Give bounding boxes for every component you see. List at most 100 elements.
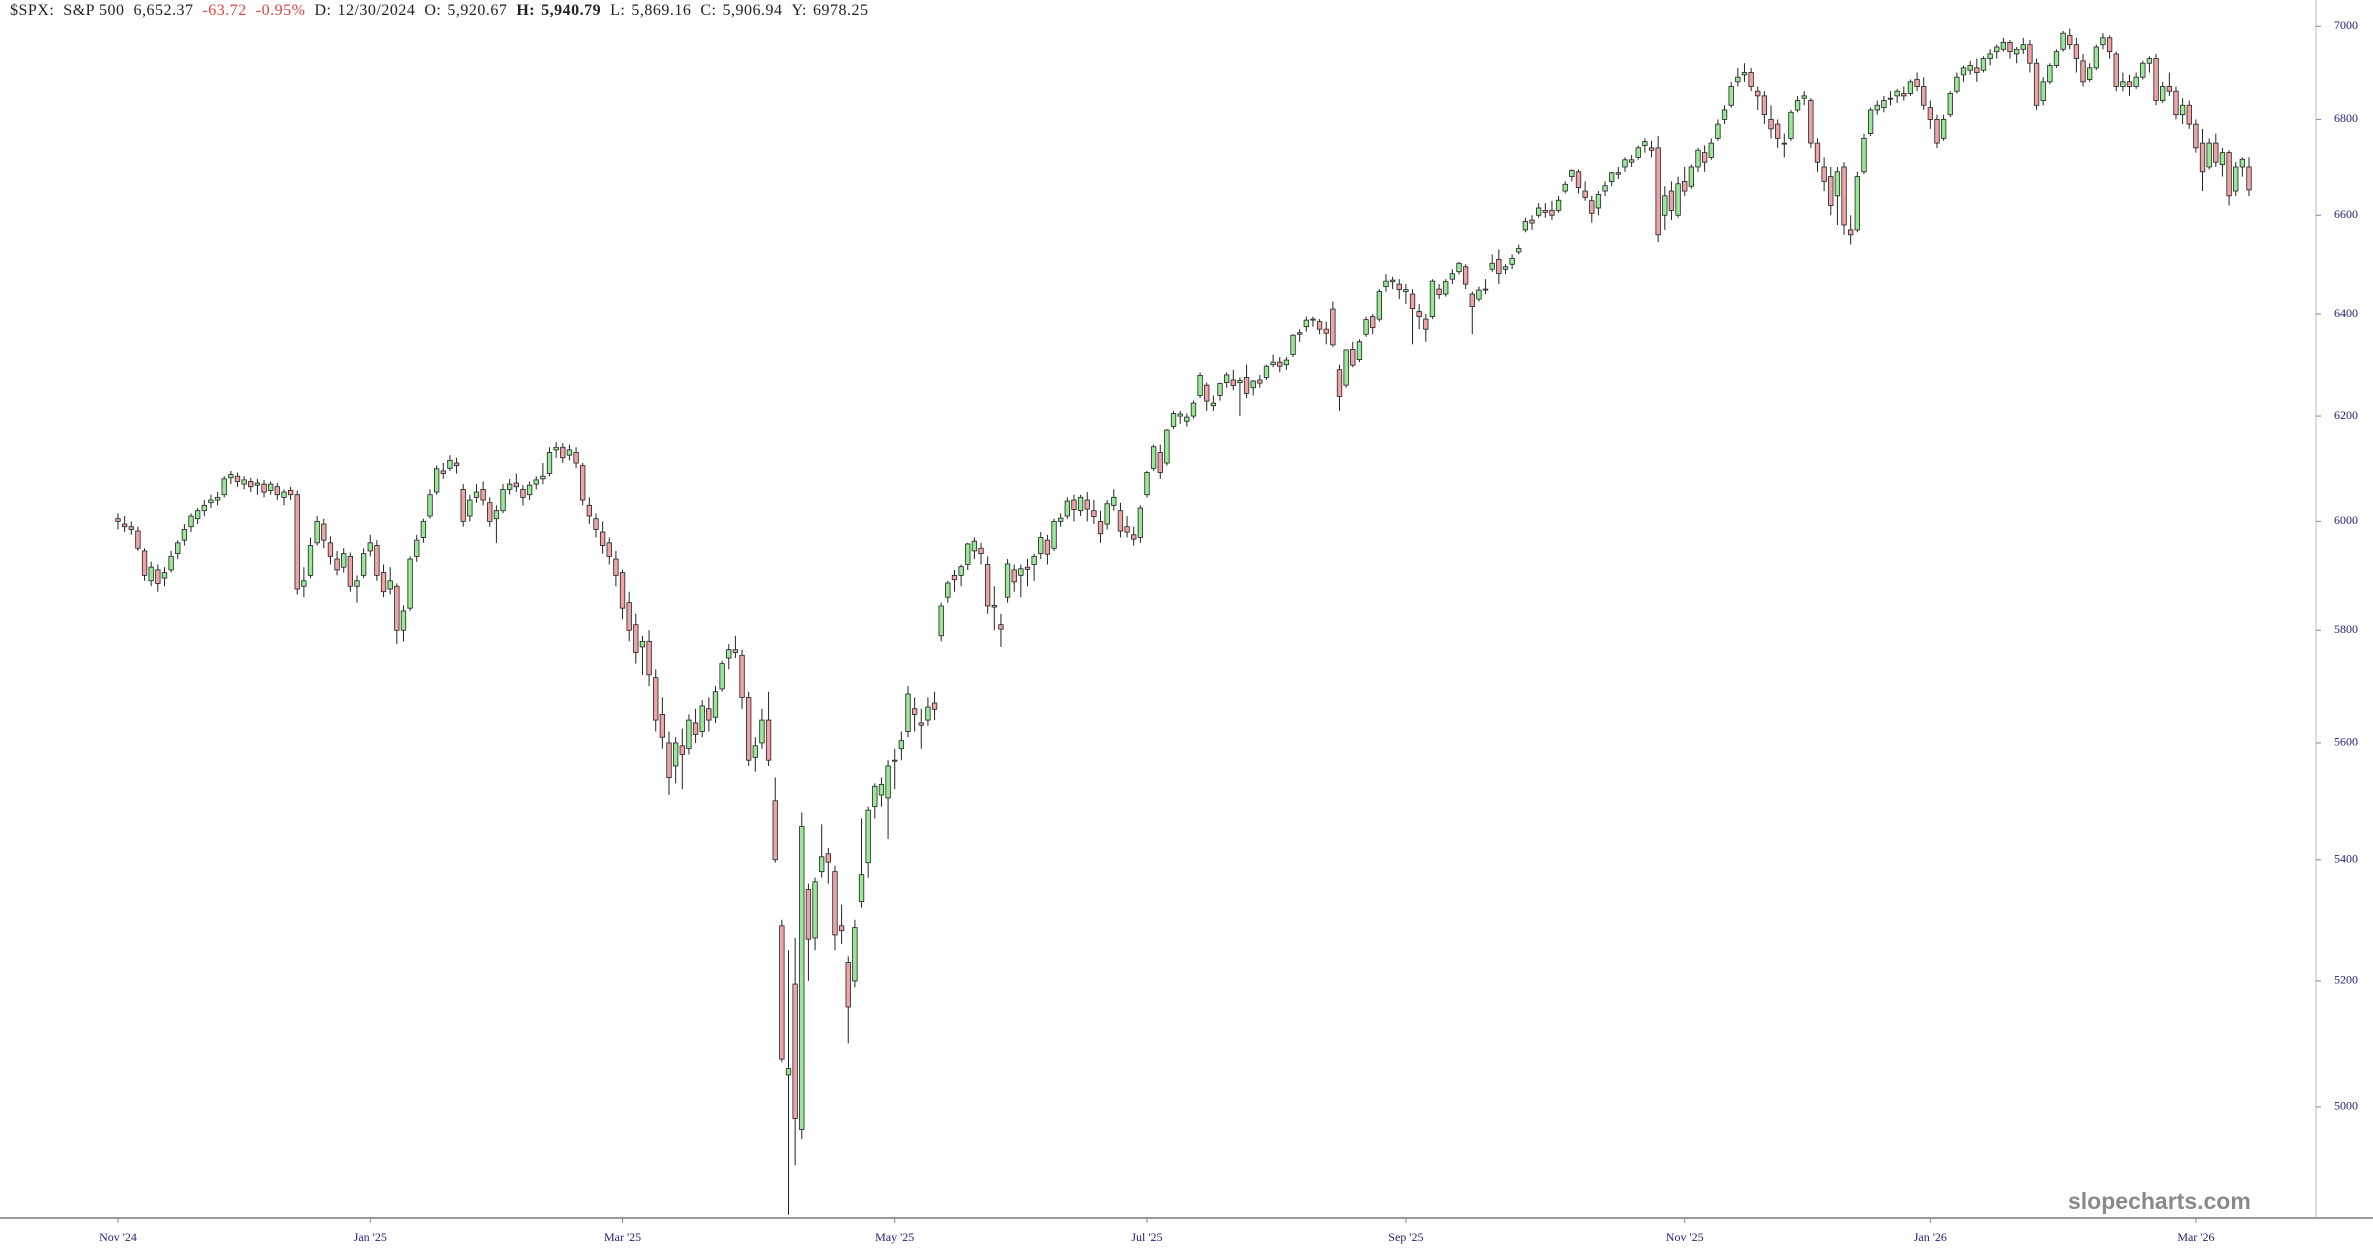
change-percent: -0.95% — [255, 2, 306, 19]
candle-body — [606, 542, 612, 557]
candle-body — [1177, 413, 1183, 417]
y-tick-label: 6600 — [2334, 207, 2358, 221]
y-tick-label: 6200 — [2334, 408, 2358, 422]
candle-body — [2113, 53, 2119, 87]
field-label: C: — [700, 2, 717, 19]
candle-body — [1403, 289, 1409, 292]
candle-body — [653, 677, 659, 721]
candle-body — [1635, 147, 1641, 158]
candle-body — [1091, 510, 1097, 517]
candle-body — [1449, 273, 1456, 280]
candle-body — [1303, 319, 1309, 328]
candle-body — [447, 459, 453, 469]
candle-body — [1343, 349, 1349, 386]
candle-body — [234, 475, 241, 482]
candle-body — [440, 470, 446, 474]
candle-body — [1549, 210, 1555, 216]
candle-body — [2100, 37, 2106, 46]
candle-body — [1728, 86, 1734, 106]
candle-body — [779, 925, 785, 1060]
candle-body — [208, 499, 214, 504]
candle-body — [1682, 180, 1688, 192]
candle-body — [473, 491, 480, 498]
candle-body — [500, 489, 506, 512]
candle-body — [911, 708, 918, 715]
candle-body — [1947, 93, 1953, 116]
candle-body — [1562, 183, 1568, 192]
ohlc-field: H: 5,940.79 — [516, 2, 601, 20]
candle-body — [1901, 93, 1907, 97]
candle-body — [1038, 537, 1044, 555]
ohlc-field: C: 5,906.94 — [700, 2, 782, 20]
candle-body — [633, 624, 639, 653]
candle-body — [2106, 37, 2113, 53]
candle-body — [2093, 46, 2099, 69]
candle-body — [998, 624, 1004, 630]
candle-body — [1642, 141, 1648, 146]
candle-body — [1695, 149, 1701, 168]
field-label: O: — [424, 2, 442, 19]
candle-body — [825, 853, 831, 863]
candle-body — [268, 483, 274, 491]
candle-body — [1907, 81, 1914, 94]
candle-body — [181, 529, 188, 541]
candle-body — [347, 555, 354, 587]
x-tick-label: Mar '26 — [2177, 1230, 2214, 1244]
candle-body — [1170, 413, 1177, 427]
candle-body — [566, 449, 573, 456]
candle-body — [812, 881, 818, 939]
candle-body — [367, 542, 373, 552]
last-price: 6,652.37 — [133, 2, 194, 19]
candle-body — [121, 523, 128, 528]
candle-body — [1741, 72, 1748, 76]
candle-body — [845, 962, 851, 1008]
candle-body — [334, 558, 340, 571]
candle-body — [2053, 51, 2060, 66]
candle-body — [1595, 194, 1602, 209]
candle-body — [1157, 452, 1163, 473]
candle-body — [2000, 41, 2007, 50]
candle-body — [586, 504, 592, 517]
candle-body — [1277, 361, 1283, 367]
candle-body — [1974, 67, 1980, 73]
y-tick-label: 5200 — [2334, 973, 2358, 987]
candle-body — [1735, 76, 1741, 83]
candle-body — [1867, 109, 1874, 134]
candle-body — [526, 484, 533, 496]
candle-body — [2179, 104, 2186, 116]
candle-body — [2040, 81, 2046, 101]
candle-body — [155, 569, 161, 584]
candle-body — [958, 566, 964, 576]
candle-body — [1721, 109, 1728, 120]
candle-body — [1529, 219, 1535, 224]
candle-body — [1124, 526, 1130, 533]
candle-body — [1569, 169, 1575, 177]
candle-body — [1781, 142, 1787, 145]
ohlc-field: D: 12/30/2024 — [314, 2, 415, 20]
candle-body — [1934, 118, 1940, 144]
candle-body — [1316, 321, 1323, 330]
candle-body — [148, 566, 154, 582]
candle-body — [719, 663, 725, 690]
candle-body — [553, 446, 559, 451]
candle-body — [805, 889, 812, 940]
candle-body — [241, 479, 247, 485]
candle-body — [2173, 90, 2179, 116]
candle-body — [1058, 517, 1064, 522]
candle-body — [274, 486, 280, 496]
candle-body — [2126, 81, 2133, 87]
candle-body — [1469, 293, 1475, 307]
candle-body — [1874, 104, 1880, 111]
candle-body — [1383, 280, 1389, 288]
candle-body — [2193, 123, 2199, 149]
candle-body — [1994, 46, 2000, 53]
candle-body — [925, 706, 931, 721]
candle-body — [321, 523, 327, 541]
candle-body — [1363, 319, 1369, 335]
y-tick-label: 5800 — [2334, 622, 2358, 636]
candle-body — [1960, 67, 1967, 76]
candle-body — [2213, 142, 2219, 163]
candle-body — [1980, 58, 1987, 71]
candle-body — [686, 719, 692, 750]
candle-body — [1004, 563, 1011, 598]
